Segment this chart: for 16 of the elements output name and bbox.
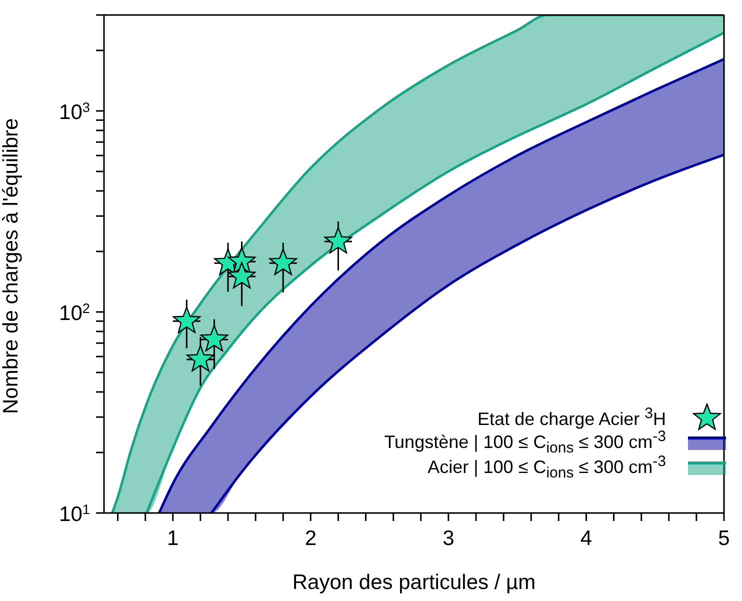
x-tick-label: 2 (304, 527, 317, 550)
point (172, 306, 201, 334)
legend-label: Etat de charge Acier $^{3}$H (478, 405, 666, 430)
x-tick-label: 4 (580, 527, 592, 550)
point (324, 226, 352, 254)
x-tick-label: 1 (167, 527, 179, 550)
y-tick-label: 10$^{2}$ (59, 300, 90, 325)
x-tick-label: 5 (718, 527, 730, 550)
point (269, 248, 298, 276)
x-axis-title: Rayon des particules / µm (292, 571, 536, 594)
y-axis-title: Nombre de charges à l'équilibre (0, 118, 22, 414)
line-series (210, 154, 724, 513)
x-tick-label: 3 (442, 527, 454, 550)
point (186, 344, 214, 372)
y-tick-label: 10$^{1}$ (59, 502, 90, 526)
y-tick-label: 10$^{3}$ (59, 99, 90, 124)
